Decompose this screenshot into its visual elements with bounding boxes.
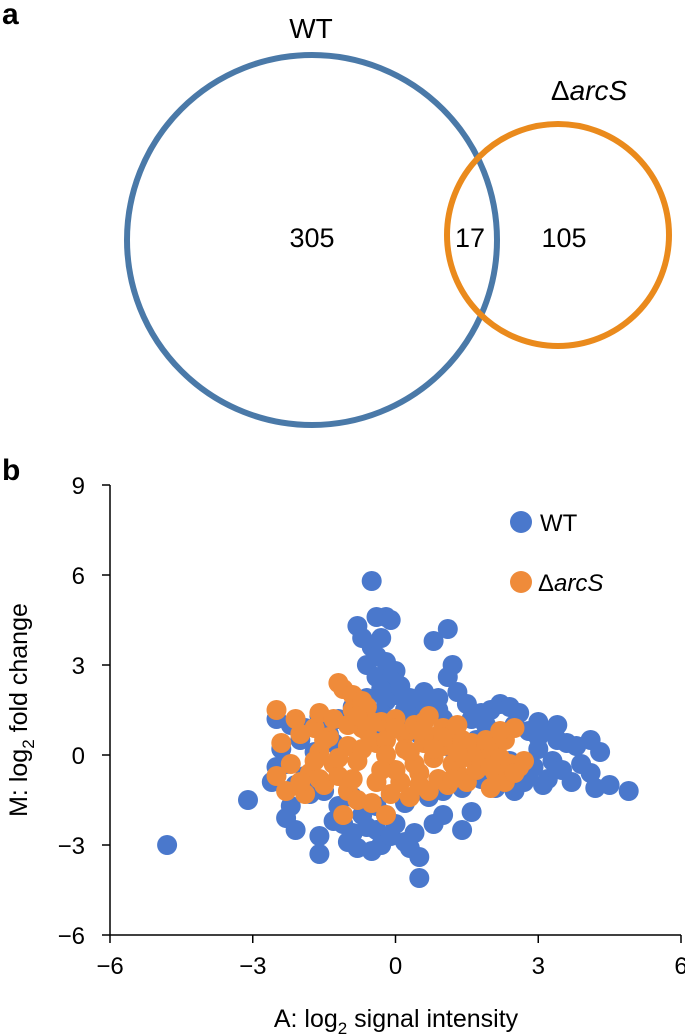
- data-point-arcs-97: [409, 775, 430, 795]
- scatter-points: [157, 571, 639, 888]
- data-point-wt-51: [437, 619, 458, 639]
- legend-label-wt: WT: [540, 510, 578, 537]
- x-tick-label: −3: [239, 953, 266, 980]
- venn-circle-wt: [124, 52, 500, 428]
- data-point-arcs-62: [385, 760, 406, 780]
- data-point-arcs-3: [285, 709, 306, 729]
- venn-count-overlap: 17: [455, 223, 485, 253]
- data-point-arcs-1: [266, 700, 287, 720]
- panel-b-label: b: [2, 454, 20, 487]
- data-point-arcs-98: [442, 769, 463, 789]
- data-point-arcs-51: [280, 754, 301, 774]
- data-point-wt-110: [618, 781, 639, 801]
- data-point-arcs-76: [385, 718, 406, 738]
- data-point-arcs-100: [347, 706, 368, 726]
- y-tick-label: 9: [72, 473, 85, 500]
- data-point-arcs-0: [266, 766, 287, 786]
- data-point-arcs-85: [304, 751, 325, 771]
- y-axis-title: M: log2 fold change: [5, 603, 38, 817]
- data-point-wt-34: [361, 571, 382, 591]
- data-point-wt-8: [309, 826, 330, 846]
- data-point-wt-96: [580, 763, 601, 783]
- data-point-wt-109: [533, 775, 553, 795]
- data-point-wt-88: [528, 739, 549, 759]
- data-point-wt-9: [309, 844, 330, 864]
- axis-ticks: −6 −3 0 3 6 −6 −3 0 3 6 9: [58, 473, 685, 980]
- x-axis-title: A: log2 signal intensity: [274, 1005, 519, 1035]
- data-point-wt-5: [285, 820, 306, 840]
- data-point-arcs-86: [328, 748, 349, 768]
- data-point-arcs-81: [504, 763, 525, 783]
- data-point-wt-111: [599, 775, 620, 795]
- data-point-wt-32: [452, 820, 473, 840]
- data-point-arcs-94: [309, 769, 330, 789]
- data-point-wt-1: [238, 790, 258, 810]
- x-tick-label: 6: [674, 953, 685, 980]
- data-point-wt-98: [561, 772, 582, 792]
- data-point-arcs-52: [290, 724, 311, 744]
- data-point-arcs-88: [376, 745, 396, 765]
- data-point-wt-27: [409, 847, 430, 867]
- data-point-wt-61: [399, 688, 420, 708]
- data-point-wt-37: [380, 610, 401, 630]
- data-point-arcs-87: [352, 739, 373, 759]
- data-point-wt-52: [423, 631, 444, 651]
- data-point-arcs-96: [371, 760, 392, 780]
- y-tick-label: 3: [72, 653, 85, 680]
- data-point-wt-31: [433, 805, 454, 825]
- venn-circle-arcs: [444, 121, 672, 349]
- venn-set-arcs-label: ΔarcS: [551, 75, 628, 106]
- data-point-arcs-20: [376, 805, 396, 825]
- data-point-wt-92: [590, 742, 611, 762]
- data-point-wt-113: [528, 712, 549, 732]
- data-point-wt-54: [437, 667, 458, 687]
- data-point-arcs-2: [276, 781, 297, 801]
- data-point-wt-4: [280, 796, 301, 816]
- data-point-wt-57: [456, 694, 477, 714]
- data-point-arcs-50: [271, 733, 292, 753]
- data-point-arcs-90: [423, 739, 444, 759]
- data-point-arcs-11: [333, 805, 354, 825]
- data-point-arcs-17: [361, 793, 382, 813]
- data-point-arcs-92: [475, 730, 496, 750]
- x-tick-label: −6: [96, 953, 123, 980]
- y-tick-label: 6: [72, 563, 85, 590]
- panel-a-label: a: [2, 0, 19, 31]
- data-point-arcs-80: [480, 757, 501, 777]
- data-point-arcs-102: [447, 715, 468, 735]
- data-point-arcs-95: [342, 769, 363, 789]
- venn-count-arcs-only: 105: [541, 223, 586, 253]
- legend: WT ΔarcS: [510, 510, 603, 597]
- data-point-arcs-73: [314, 730, 335, 750]
- venn-count-wt-only: 305: [289, 223, 334, 253]
- data-point-arcs-72: [290, 772, 311, 792]
- y-tick-label: −3: [58, 833, 85, 860]
- legend-label-arcs: ΔarcS: [538, 570, 603, 597]
- data-point-arcs-89: [399, 742, 420, 762]
- data-point-arcs-91: [447, 742, 468, 762]
- data-point-arcs-101: [418, 706, 439, 726]
- x-tick-label: 3: [532, 953, 545, 980]
- series-arcs: [266, 673, 534, 825]
- data-point-wt-28: [409, 868, 430, 888]
- venn-set-wt-label: WT: [289, 13, 333, 44]
- data-point-arcs-103: [490, 721, 511, 741]
- x-tick-label: 0: [389, 953, 402, 980]
- data-point-wt-112: [547, 715, 568, 735]
- data-point-arcs-77: [409, 721, 430, 741]
- data-point-wt-33: [461, 802, 482, 822]
- data-point-arcs-99: [480, 778, 501, 798]
- data-point-arcs-84: [352, 691, 373, 711]
- legend-marker-wt: [510, 511, 532, 533]
- data-point-wt-29: [404, 823, 425, 843]
- y-tick-label: −6: [58, 923, 85, 950]
- y-tick-label: 0: [72, 743, 85, 770]
- legend-marker-arcs: [510, 571, 532, 593]
- data-point-wt-0: [157, 835, 178, 855]
